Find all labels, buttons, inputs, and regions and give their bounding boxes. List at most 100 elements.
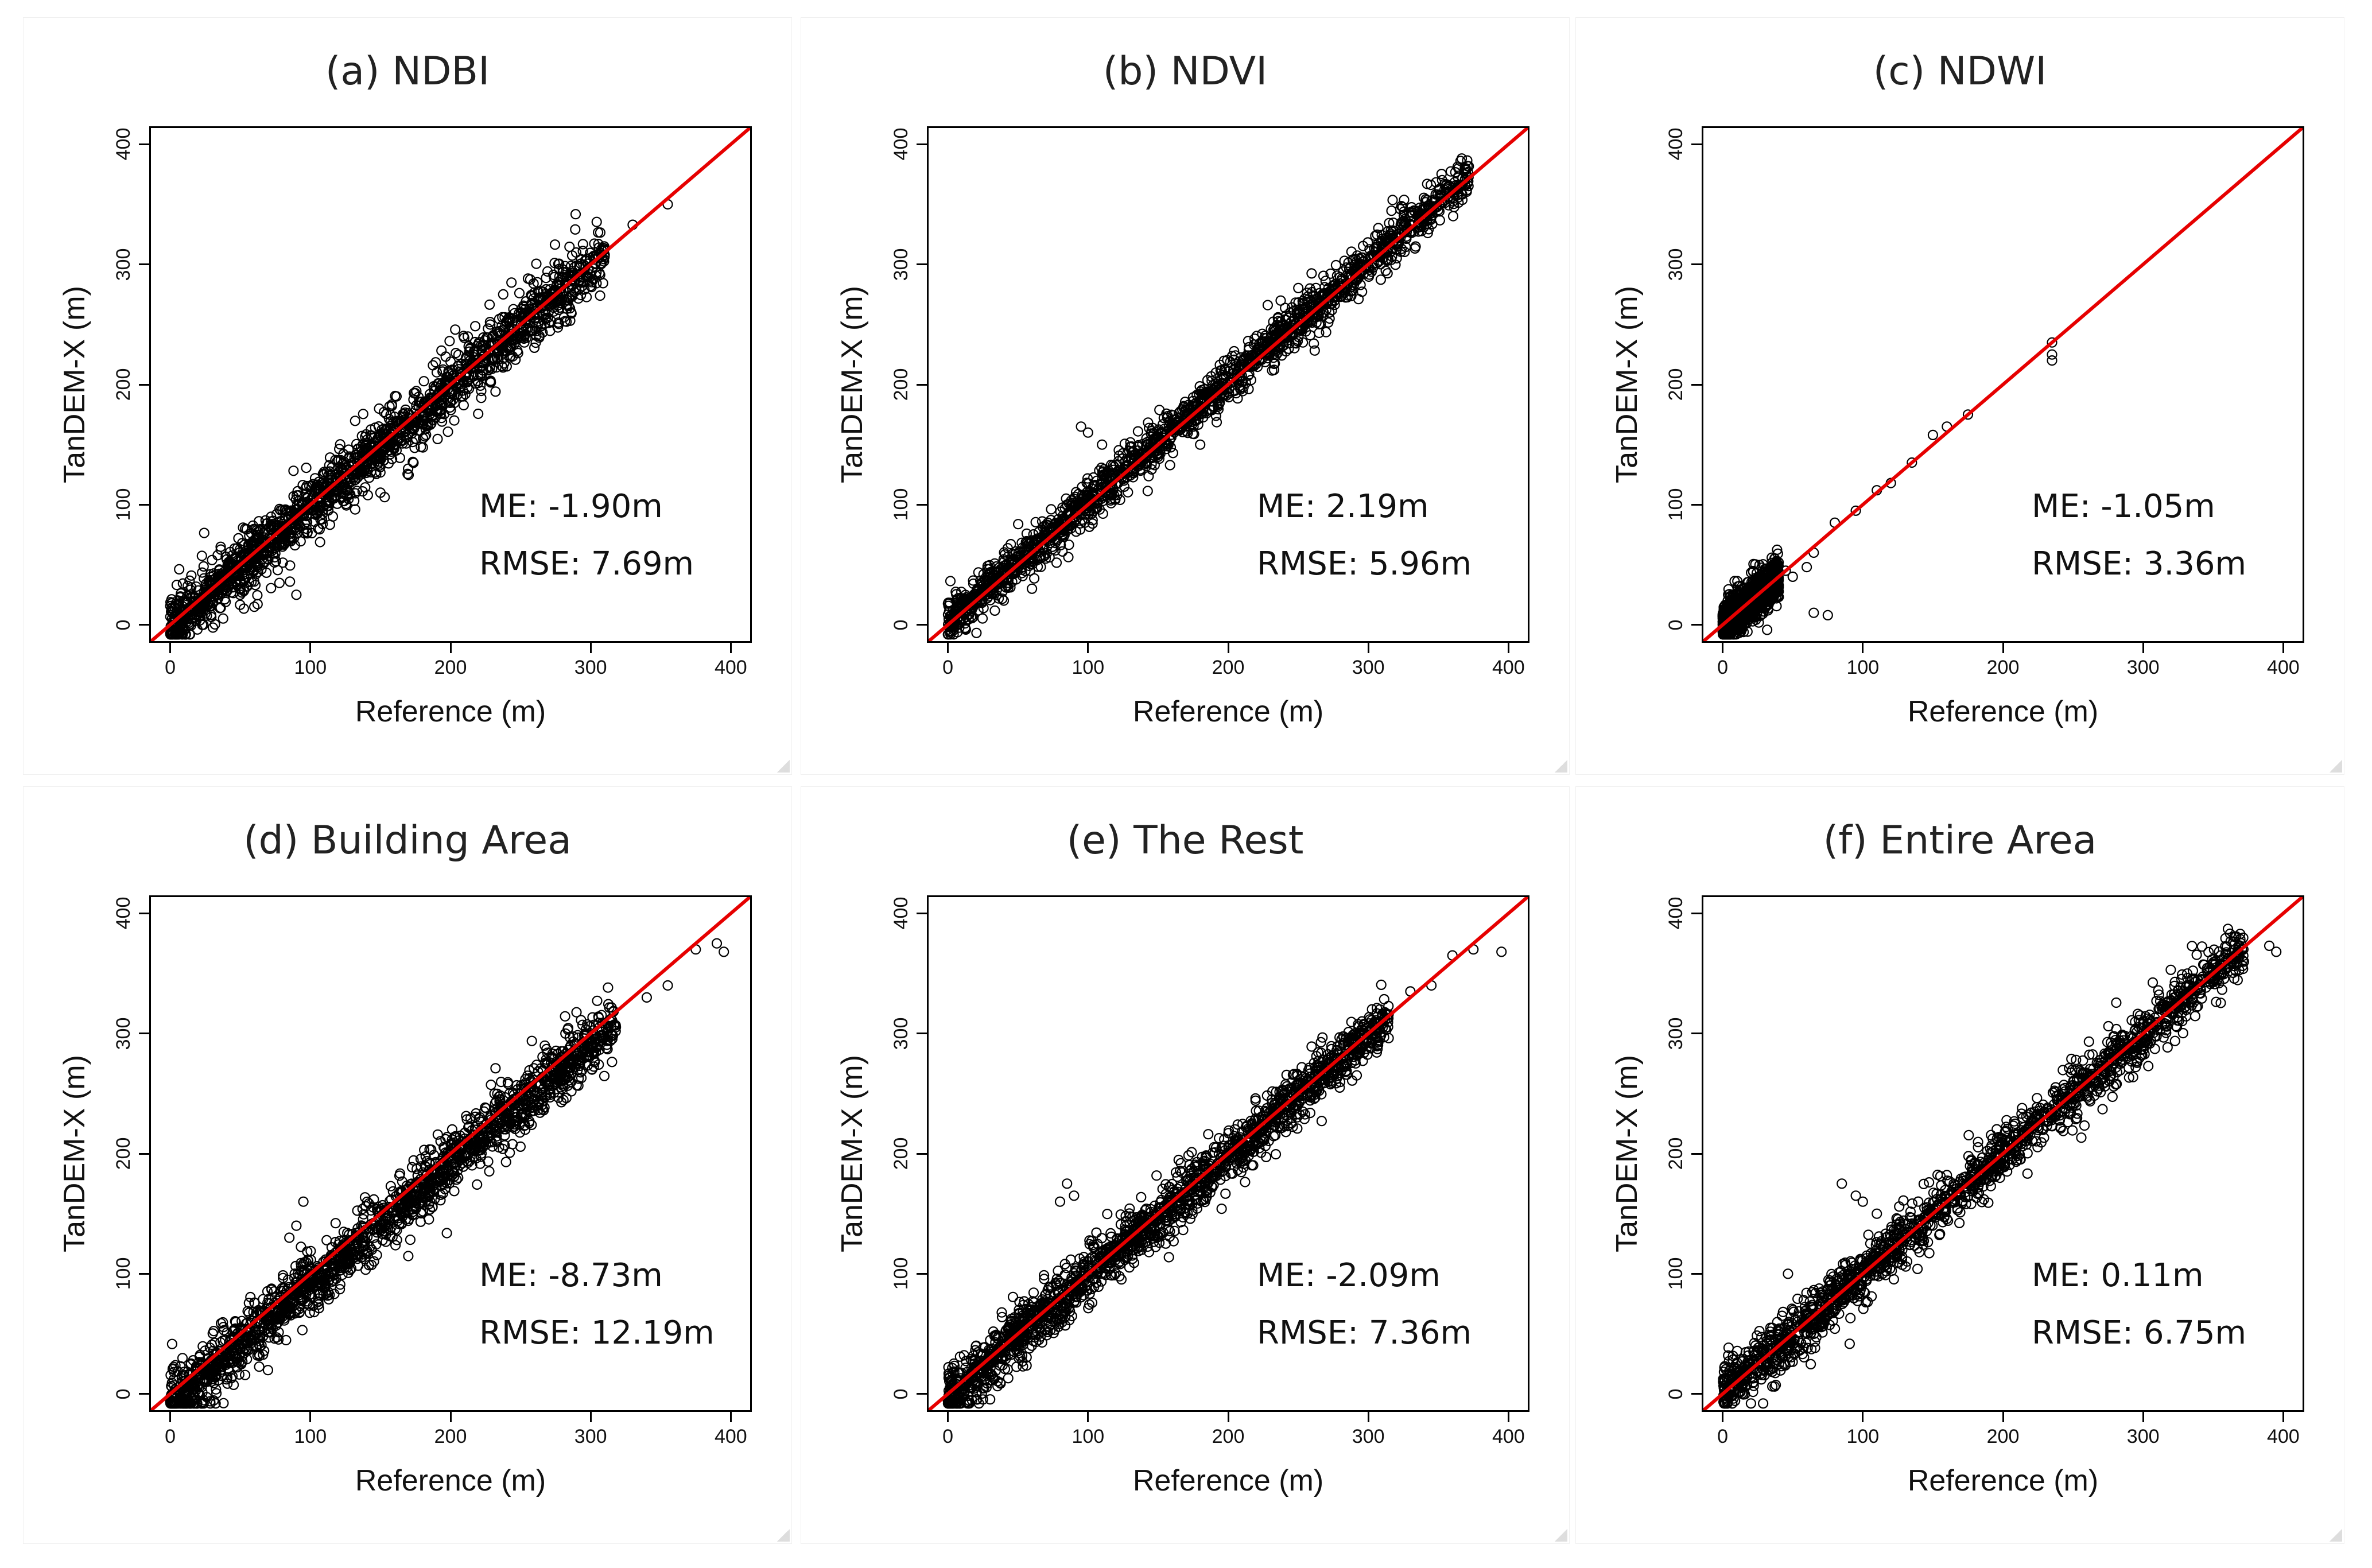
outlier-point [1082,427,1093,438]
x-tick-label: 300 [1352,657,1385,678]
data-point [207,554,218,565]
data-point [1463,181,1474,192]
data-point [360,451,372,461]
data-point [498,289,508,300]
data-point [335,439,345,450]
data-point [1357,286,1368,297]
data-point [469,321,481,332]
data-point [1318,310,1329,321]
data-point [174,564,185,575]
data-point [1212,381,1222,392]
data-point [993,593,1004,604]
data-point [592,227,604,238]
data-point [1061,493,1072,504]
data-point [442,426,453,437]
data-point [288,465,299,476]
data-point [226,578,237,589]
data-point [1063,552,1074,562]
chart-panel: (a) NDBI 0 0 100 100 200 200 300 300 400 400 Refere… [23,17,792,775]
data-point [979,587,990,599]
data-point [1382,268,1393,279]
y-tick-mark [917,263,927,266]
resize-grip-icon[interactable] [777,760,790,773]
data-point [1451,183,1462,194]
data-point [1348,280,1360,290]
data-point [473,408,484,420]
outlier-point [249,601,260,612]
data-point [324,497,335,509]
y-tick-mark [917,624,927,626]
data-point [1229,385,1240,397]
scatter-plot [1702,126,2304,643]
data-point [349,495,360,506]
data-point [215,602,226,614]
data-point [591,278,602,289]
data-point [286,523,297,534]
data-point [350,504,360,515]
data-point [1005,582,1016,593]
data-point [250,569,261,580]
data-point [490,386,501,397]
data-point [252,599,263,610]
resize-grip-icon[interactable] [1555,760,1567,773]
data-point [430,401,441,412]
x-tick-mark [1227,643,1229,653]
data-point [1384,218,1395,228]
data-point [595,290,605,301]
data-point [1105,471,1116,482]
x-tick-mark [449,643,452,653]
x-tick-label: 200 [1212,657,1245,678]
data-point [1290,297,1301,308]
x-tick-label: 0 [942,657,954,678]
data-point [1178,402,1189,413]
data-point [1370,230,1381,242]
data-point [196,550,207,561]
data-point [415,425,426,436]
data-point [208,591,219,602]
data-point [1147,422,1158,433]
data-point [330,469,341,480]
data-point [338,448,349,460]
data-point [1346,290,1357,301]
data-point [506,277,517,288]
outlier-point [291,589,302,600]
data-point [514,288,525,298]
panel-title: (b) NDVI [1102,49,1268,94]
data-point [575,277,587,288]
data-point [1041,548,1053,559]
data-point [355,464,367,476]
data-point [1388,225,1399,236]
data-point [1187,408,1198,419]
data-point [327,511,339,522]
data-point [463,383,475,394]
x-tick-label: 300 [574,657,607,678]
data-point [186,570,197,581]
data-point [445,356,456,367]
data-point [306,527,317,539]
data-point [411,400,422,411]
data-point [349,452,360,463]
data-point [1391,253,1402,264]
mean-error-label: ME: 2.19m [1257,488,1429,525]
data-point [449,415,460,426]
data-point [575,258,587,269]
data-point [535,292,546,303]
data-point [1207,401,1218,412]
data-point [1063,540,1074,550]
data-point [581,292,592,302]
outlier-point [1195,439,1206,450]
data-point [589,238,600,249]
data-point [177,578,188,589]
data-point [1432,189,1443,200]
data-point [534,331,545,341]
data-point [559,296,570,307]
data-point [319,469,329,480]
data-point [531,258,542,269]
data-point [374,403,385,414]
data-point [1092,503,1102,514]
data-point [1228,364,1239,375]
data-point [206,611,217,623]
data-point [528,293,539,304]
data-point [456,358,467,369]
